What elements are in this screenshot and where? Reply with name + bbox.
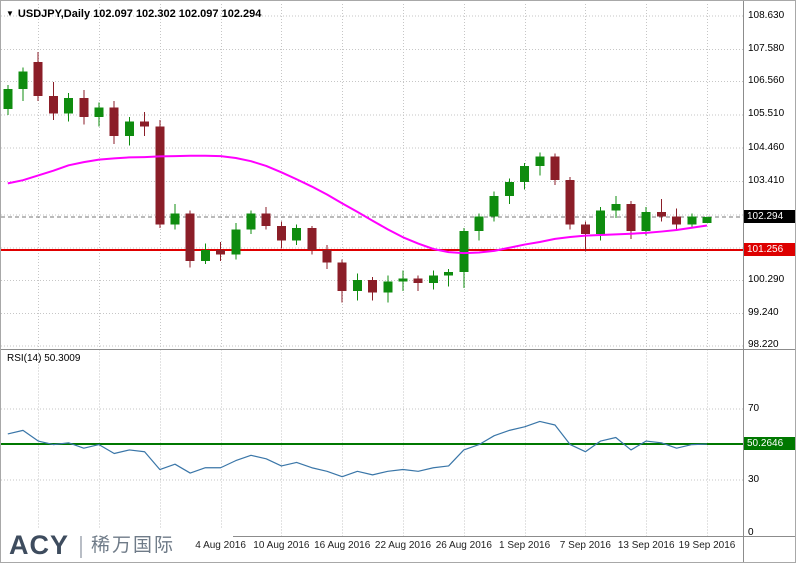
candle-bullish [596, 210, 606, 235]
candle-bullish [687, 216, 697, 225]
candle-bearish [322, 249, 332, 263]
candle-bullish [383, 281, 393, 293]
moving-average-line [7, 154, 708, 255]
price-tick-label: 108.630 [748, 9, 785, 21]
candle-bearish [565, 180, 575, 225]
candle-bullish [124, 121, 134, 136]
candle-bullish [520, 165, 530, 182]
candle-bullish [398, 278, 408, 282]
candle-bullish [352, 280, 362, 292]
time-axis-label: 7 Sep 2016 [559, 540, 611, 551]
time-axis-label: 22 Aug 2016 [374, 540, 432, 551]
time-axis-label: 4 Aug 2016 [195, 540, 246, 551]
candle-bullish [246, 213, 256, 230]
candle-bullish [504, 181, 514, 197]
candle-bearish [413, 278, 423, 284]
price-tick-label: 103.410 [748, 174, 785, 186]
current-price-tag: 102.294 [744, 210, 795, 223]
price-tick-label: 105.510 [748, 108, 785, 120]
candle-bearish [109, 107, 119, 136]
candle-bearish [33, 61, 43, 97]
candle-bullish [474, 216, 484, 231]
time-axis-label: 1 Sep 2016 [499, 540, 551, 551]
candle-bearish [140, 121, 150, 127]
candle-bearish [550, 156, 560, 181]
candle-bullish [170, 213, 180, 225]
candle-bullish [611, 203, 621, 211]
rsi-tick-label: 70 [748, 402, 760, 414]
acy-logo-text: ACY [9, 530, 70, 560]
price-tick-label: 107.580 [748, 42, 785, 54]
candle-bullish [428, 275, 438, 284]
chart-title: ▼ USDJPY,Daily 102.097 102.302 102.097 1… [6, 8, 261, 20]
candle-bearish [48, 96, 58, 114]
horizontal-line-price-tag: 101.256 [744, 243, 795, 256]
price-tick-label: 100.290 [748, 273, 785, 285]
time-axis-label: 16 Aug 2016 [314, 540, 371, 551]
candle-bullish [444, 272, 454, 276]
time-axis-label: 10 Aug 2016 [253, 540, 310, 551]
candle-bullish [94, 107, 104, 117]
candle-bullish [18, 71, 28, 90]
candle-bearish [155, 126, 165, 225]
symbol-ohlc-readout: USDJPY,Daily 102.097 102.302 102.097 102… [17, 8, 262, 20]
candle-bearish [276, 226, 286, 241]
candle-bearish [216, 249, 226, 255]
symbol-marker-icon: ▼ [6, 9, 14, 18]
price-tick-label: 99.240 [748, 307, 779, 319]
price-tick-label: 104.460 [748, 141, 785, 153]
candle-bearish [672, 216, 682, 225]
candle-bearish [261, 213, 271, 227]
candle-bearish [368, 280, 378, 293]
candle-bearish [307, 227, 317, 250]
rsi-level-tag: 50.2646 [744, 437, 795, 450]
candle-bullish [702, 216, 712, 224]
candle-bearish [337, 262, 347, 292]
candle-bearish [185, 213, 195, 262]
candle-bullish [489, 196, 499, 217]
candle-bullish [292, 227, 302, 241]
candle-bullish [64, 97, 74, 114]
candle-bearish [580, 224, 590, 235]
broker-logo: ACY | 稀万国际 [1, 529, 233, 562]
logo-chinese-text: 稀万国际 [91, 535, 176, 556]
candle-bullish [231, 229, 241, 255]
candle-bullish [641, 211, 651, 231]
candle-bullish [459, 230, 469, 273]
time-axis-label: 13 Sep 2016 [617, 540, 675, 551]
candle-bullish [535, 156, 545, 166]
rsi-indicator-label: RSI(14) 50.3009 [7, 353, 81, 364]
candle-bullish [200, 249, 210, 262]
candle-bearish [656, 211, 666, 217]
rsi-tick-label: 30 [748, 473, 760, 485]
time-axis-label: 19 Sep 2016 [678, 540, 736, 551]
price-tick-label: 106.560 [748, 75, 785, 87]
rsi-line [7, 420, 708, 478]
logo-divider: | [78, 532, 84, 558]
price-tick-label: 98.220 [748, 339, 779, 351]
candle-bullish [3, 89, 13, 109]
time-axis-label: 26 Aug 2016 [435, 540, 492, 551]
candle-bearish [626, 203, 636, 231]
candle-bearish [79, 97, 89, 117]
rsi-tick-label: 0 [748, 527, 754, 539]
